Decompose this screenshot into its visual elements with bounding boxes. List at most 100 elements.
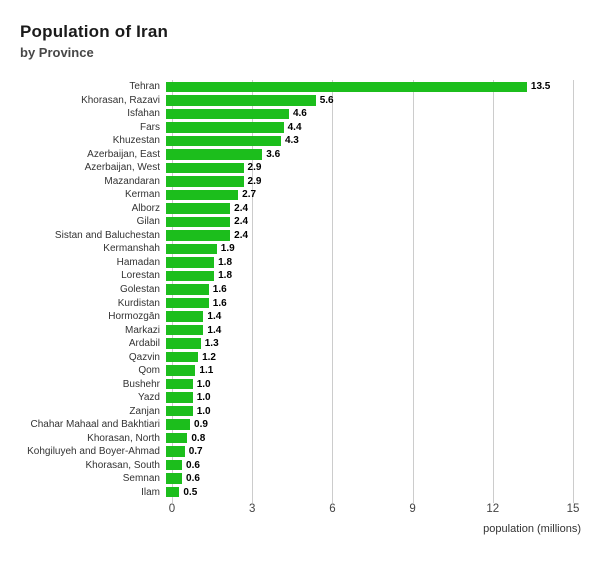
bar-row: Semnan 0.6 [0, 472, 605, 486]
bar [166, 243, 217, 255]
category-label: Khorasan, North [87, 432, 160, 444]
value-label: 1.6 [212, 283, 227, 295]
value-label: 1.6 [212, 297, 227, 309]
gridline [332, 80, 334, 503]
bar [166, 230, 231, 241]
bar-track: 0.7 [166, 445, 567, 459]
value-label: 1.3 [204, 338, 219, 350]
bar-track: 2.4 [166, 215, 567, 229]
bar-row: Kermanshah 1.9 [0, 242, 605, 256]
bar-track: 2.7 [166, 188, 567, 202]
x-tick-label: 12 [486, 503, 500, 515]
bar-row: Sistan and Baluchestan 2.4 [0, 229, 605, 243]
bar-track: 0.6 [166, 458, 567, 472]
value-label: 0.6 [186, 459, 200, 471]
bar [166, 135, 281, 147]
category-label: Ilam [141, 486, 160, 498]
category-label: Khorasan, Razavi [81, 94, 160, 106]
value-label: 1.0 [196, 378, 211, 390]
bar [166, 405, 193, 417]
bar-track: 1.4 [166, 310, 567, 324]
category-label: Yazd [137, 392, 160, 404]
bar [166, 419, 191, 430]
category-label: Khorasan, South [85, 459, 161, 471]
value-label: 13.5 [530, 81, 551, 93]
bar [166, 270, 215, 282]
value-label: 0.5 [183, 486, 198, 498]
bar [166, 122, 284, 133]
category-label: Markazi [124, 324, 160, 336]
bar [166, 324, 204, 336]
value-label: 0.7 [188, 446, 203, 458]
bar-track: 2.4 [166, 229, 567, 243]
bar [166, 297, 209, 309]
bar-rows: Tehran 13.5 Khorasan, Razavi 5.6 Isfahan 4.6 F… [0, 80, 605, 499]
category-label: Isfahan [127, 108, 160, 120]
category-label: Semnan [122, 473, 160, 485]
value-label: 1.0 [196, 405, 211, 417]
bar [166, 189, 239, 201]
bar-row: Fars 4.4 [0, 121, 605, 135]
x-tick-label: 9 [409, 503, 416, 515]
bar-row: Hormozgān 1.4 [0, 310, 605, 324]
bar [166, 392, 193, 403]
bar-track: 2.9 [166, 175, 567, 189]
value-label: 2.4 [234, 216, 249, 228]
x-axis: 0 3 6 9 12 15 [168, 503, 580, 519]
bar-track: 1.6 [166, 296, 567, 310]
value-label: 1.2 [202, 351, 216, 363]
bar-track: 0.5 [166, 485, 567, 499]
bar-track: 4.3 [166, 134, 567, 148]
category-label: Hamadan [116, 256, 160, 268]
value-label: 2.4 [234, 229, 249, 241]
bar-track: 1.1 [166, 364, 567, 378]
bar-track: 1.4 [166, 323, 567, 337]
bar-row: Azerbaijan, East 3.6 [0, 148, 605, 162]
category-label: Azerbaijan, East [87, 148, 160, 160]
value-label: 1.8 [218, 256, 233, 268]
bar-track: 1.9 [166, 242, 567, 256]
x-tick-label: 0 [168, 503, 176, 515]
category-label: Lorestan [121, 270, 160, 282]
bar-row: Alborz 2.4 [0, 202, 605, 216]
bar-row: Yazd 1.0 [0, 391, 605, 405]
value-label: 5.6 [319, 94, 334, 106]
bar [166, 203, 231, 214]
category-label: Sistan and Baluchestan [54, 229, 160, 241]
value-label: 0.8 [191, 432, 206, 444]
value-label: 0.6 [186, 473, 200, 485]
value-label: 1.4 [207, 311, 222, 323]
bar-row: Kerman 2.7 [0, 188, 605, 202]
value-label: 2.4 [234, 202, 249, 214]
bar-row: Lorestan 1.8 [0, 269, 605, 283]
bar [166, 432, 188, 444]
bar-row: Khorasan, North 0.8 [0, 431, 605, 445]
bar-row: Gilan 2.4 [0, 215, 605, 229]
category-label: Golestan [119, 283, 160, 295]
category-label: Hormozgān [108, 311, 160, 323]
bar-track: 2.4 [166, 202, 567, 216]
bar-track: 1.6 [166, 283, 567, 297]
value-label: 1.9 [220, 243, 235, 255]
bar [166, 473, 183, 484]
category-label: Kurdistan [117, 297, 160, 309]
chart-title: Population of Iran [20, 22, 169, 41]
gridline [492, 80, 494, 503]
category-label: Bushehr [122, 378, 160, 390]
bar-row: Markazi 1.4 [0, 323, 605, 337]
bar-row: Qom 1.1 [0, 364, 605, 378]
bar [166, 338, 201, 349]
bar [166, 284, 209, 295]
bar-row: Isfahan 4.6 [0, 107, 605, 121]
bar-row: Ilam 0.5 [0, 485, 605, 499]
bar-track: 2.9 [166, 161, 567, 175]
bar-track: 5.6 [166, 94, 567, 108]
category-label: Alborz [131, 202, 160, 214]
bar [166, 459, 183, 471]
bar [166, 446, 185, 457]
category-label: Fars [140, 121, 160, 133]
bar [166, 486, 180, 498]
bar-track: 1.3 [166, 337, 567, 351]
bar-row: Zanjan 1.0 [0, 404, 605, 418]
bar-row: Golestan 1.6 [0, 283, 605, 297]
